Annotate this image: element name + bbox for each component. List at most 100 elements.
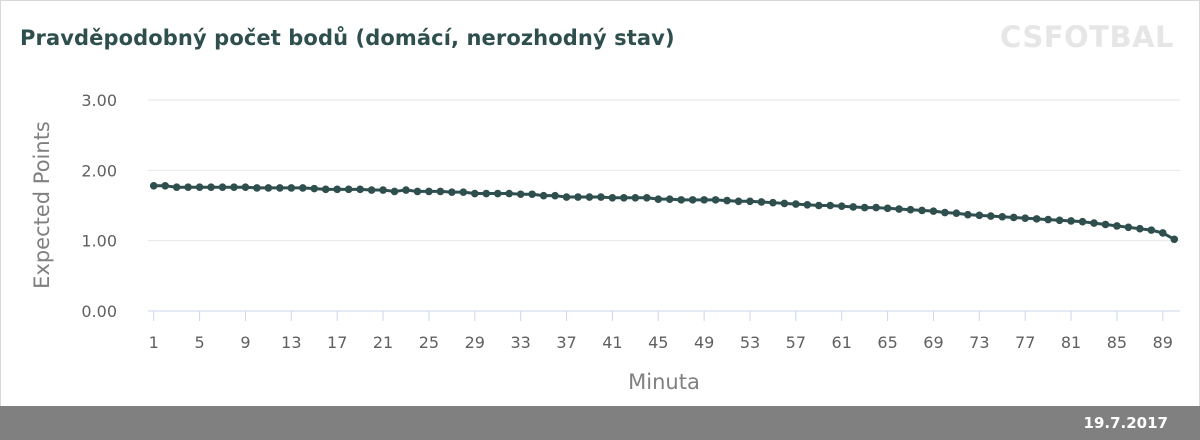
x-tick-label: 89 (1153, 333, 1173, 352)
data-point[interactable] (826, 201, 835, 210)
data-point[interactable] (849, 203, 857, 211)
data-point[interactable] (688, 196, 697, 204)
data-point[interactable] (746, 197, 754, 206)
data-point[interactable] (574, 193, 582, 201)
data-point[interactable] (1055, 216, 1064, 225)
data-point[interactable] (1170, 235, 1179, 244)
data-point[interactable] (872, 203, 880, 212)
data-point[interactable] (1159, 229, 1167, 237)
data-point[interactable] (1136, 224, 1144, 233)
data-point[interactable] (539, 191, 548, 200)
x-tick-label: 85 (1107, 333, 1127, 352)
data-point[interactable] (620, 193, 628, 202)
data-point[interactable] (792, 200, 800, 208)
data-point[interactable] (149, 182, 158, 190)
data-point[interactable] (1124, 223, 1133, 232)
data-point[interactable] (975, 211, 984, 220)
y-tick-label: 3.00 (81, 91, 117, 110)
data-point[interactable] (379, 186, 387, 194)
data-point[interactable] (482, 189, 491, 198)
data-point[interactable] (987, 212, 995, 220)
data-point[interactable] (448, 188, 456, 196)
data-point[interactable] (585, 193, 594, 201)
data-point[interactable] (356, 185, 364, 194)
data-point[interactable] (700, 196, 708, 204)
data-point[interactable] (631, 193, 640, 202)
x-tick-label: 25 (419, 333, 439, 352)
data-point[interactable] (459, 188, 468, 196)
data-point[interactable] (815, 201, 823, 210)
data-point[interactable] (723, 196, 731, 205)
data-point[interactable] (241, 183, 250, 192)
data-point[interactable] (597, 193, 605, 201)
y-axis-title: Expected Points (30, 121, 54, 289)
data-point[interactable] (1032, 215, 1041, 223)
x-tick-label: 45 (648, 333, 668, 352)
data-point[interactable] (952, 209, 961, 218)
data-point[interactable] (895, 205, 903, 213)
data-point[interactable] (161, 182, 169, 190)
data-point[interactable] (310, 184, 319, 193)
data-point[interactable] (803, 200, 812, 209)
data-point[interactable] (1078, 217, 1087, 226)
data-point[interactable] (253, 184, 261, 192)
data-point[interactable] (860, 203, 869, 212)
data-point[interactable] (929, 207, 938, 215)
data-point[interactable] (608, 193, 617, 202)
data-point[interactable] (665, 195, 674, 203)
data-point[interactable] (425, 187, 433, 196)
data-point[interactable] (471, 189, 479, 198)
y-tick-label: 0.00 (81, 302, 117, 321)
data-point[interactable] (711, 196, 720, 204)
data-point[interactable] (195, 183, 204, 192)
data-point[interactable] (1021, 214, 1029, 222)
data-point[interactable] (344, 185, 353, 194)
data-point[interactable] (757, 198, 766, 206)
data-point[interactable] (321, 185, 330, 194)
data-point[interactable] (184, 183, 192, 192)
data-point[interactable] (643, 193, 651, 202)
footer-date: 19.7.2017 (1083, 414, 1168, 432)
data-point[interactable] (172, 183, 181, 192)
data-point[interactable] (207, 183, 215, 192)
data-point[interactable] (218, 183, 227, 192)
data-point[interactable] (769, 198, 777, 207)
x-tick-label: 13 (281, 333, 301, 352)
data-point[interactable] (528, 190, 536, 199)
data-point[interactable] (299, 184, 307, 192)
data-point[interactable] (677, 196, 685, 204)
data-point[interactable] (333, 185, 342, 194)
data-point[interactable] (734, 197, 743, 206)
data-point[interactable] (941, 208, 949, 217)
data-point[interactable] (436, 187, 445, 196)
data-point[interactable] (287, 184, 296, 192)
data-point[interactable] (1044, 215, 1052, 224)
data-point[interactable] (1147, 226, 1156, 234)
data-point[interactable] (562, 193, 571, 201)
data-point[interactable] (998, 212, 1007, 221)
data-point[interactable] (1067, 217, 1075, 225)
data-point[interactable] (493, 189, 502, 198)
data-point[interactable] (390, 187, 399, 196)
data-point[interactable] (516, 190, 525, 199)
data-point[interactable] (1090, 219, 1098, 227)
data-point[interactable] (230, 183, 238, 192)
data-point[interactable] (505, 189, 513, 198)
data-point[interactable] (367, 186, 376, 194)
data-point[interactable] (964, 210, 972, 219)
data-point[interactable] (780, 199, 789, 208)
data-point[interactable] (654, 195, 663, 203)
data-point[interactable] (906, 205, 915, 214)
data-point[interactable] (413, 187, 422, 196)
data-point[interactable] (402, 186, 410, 194)
data-point[interactable] (1113, 222, 1121, 230)
data-point[interactable] (276, 184, 284, 192)
data-point[interactable] (1101, 220, 1110, 229)
data-point[interactable] (837, 202, 846, 211)
data-point[interactable] (264, 184, 273, 192)
data-point[interactable] (883, 204, 892, 213)
data-point[interactable] (918, 206, 926, 215)
data-point[interactable] (551, 191, 559, 200)
x-tick-label: 9 (240, 333, 250, 352)
data-point[interactable] (1009, 213, 1018, 222)
